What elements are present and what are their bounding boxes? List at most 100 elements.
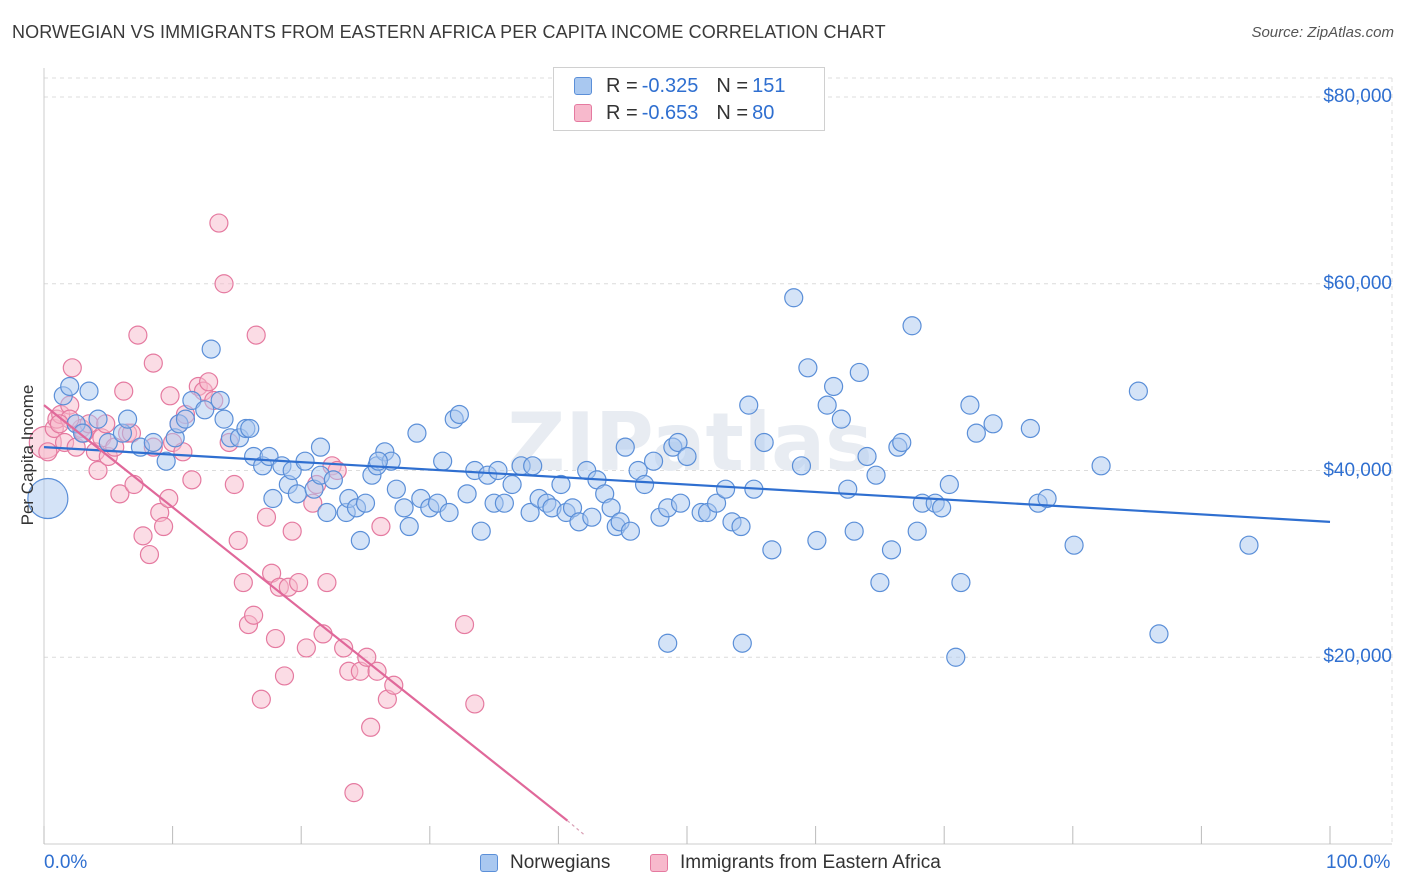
y-tick-label-3: $80,000 <box>1323 86 1392 107</box>
norwegians-point <box>784 288 804 308</box>
immigrants-point <box>160 386 180 406</box>
immigrants-trend-line <box>43 404 569 822</box>
norwegians-point <box>88 409 108 429</box>
immigrants-point <box>199 372 219 392</box>
norwegians-point <box>739 395 759 415</box>
immigrants-point <box>38 442 58 462</box>
immigrants-point <box>128 325 148 345</box>
norwegians-point <box>1149 624 1169 644</box>
immigrants-point <box>282 521 302 541</box>
norwegians-point <box>620 521 641 541</box>
series-norwegians-points <box>27 288 1259 667</box>
norwegians-point <box>449 404 469 425</box>
immigrants-point <box>159 488 179 509</box>
norwegians-point <box>79 381 99 401</box>
immigrants-point <box>228 530 248 551</box>
norwegians-point <box>798 358 818 378</box>
norwegians-point <box>201 339 221 359</box>
norwegians-point <box>523 456 543 476</box>
immigrants-point <box>371 516 391 537</box>
legend-n-value: 80 <box>752 101 775 124</box>
immigrants-point <box>361 717 381 737</box>
norwegians-point <box>323 470 343 490</box>
immigrants-point <box>251 689 271 709</box>
norwegians-point <box>857 446 877 467</box>
norwegians-point <box>907 521 927 541</box>
y-axis-label: Per Capita Income <box>18 384 37 526</box>
norwegians-point <box>355 493 376 513</box>
norwegians-point <box>844 521 864 541</box>
legend-r-value: -0.325 <box>641 74 699 97</box>
norwegians-point <box>762 540 782 560</box>
norwegians-point <box>1239 535 1259 555</box>
legend-n-label: N = <box>716 101 749 124</box>
norwegians-point <box>143 432 163 453</box>
watermark: ZIPatlas <box>507 396 873 489</box>
norwegians-point <box>983 414 1003 434</box>
x-tick-label-max: 100.0% <box>1326 852 1391 873</box>
norwegians-point <box>310 437 331 457</box>
norwegians-point <box>439 502 459 523</box>
norwegians-point <box>838 479 858 499</box>
immigrants-point <box>265 628 286 649</box>
legend-r-value: -0.653 <box>641 101 699 124</box>
norwegians-point <box>240 418 260 439</box>
bottom-legend-swatch-norwegians <box>480 854 498 872</box>
norwegians-point <box>670 493 691 513</box>
immigrants-point <box>139 544 160 565</box>
norwegians-point <box>831 409 851 429</box>
norwegians-point <box>502 474 522 495</box>
norwegians-point <box>932 498 952 518</box>
norwegians-point <box>117 409 138 429</box>
immigrants-point <box>334 638 354 658</box>
y-tick-label-2: $60,000 <box>1323 272 1392 294</box>
norwegians-point <box>156 451 176 471</box>
norwegians-point <box>951 572 971 593</box>
series-immigrants-points <box>28 213 485 803</box>
norwegians-point <box>471 521 491 541</box>
norwegians-point <box>754 432 774 453</box>
immigrants-point <box>110 484 130 504</box>
y-tick-label-1: $40,000 <box>1323 459 1392 481</box>
y-tick-label-0: $20,000 <box>1323 646 1392 668</box>
correlation-legend: R = -0.325 N = 151 R = -0.653 N = 80 <box>553 67 825 131</box>
immigrants-point <box>246 325 266 345</box>
norwegians-point <box>634 474 655 495</box>
legend-row-immigrants: R = -0.653 N = 80 <box>574 100 792 126</box>
norwegians-point <box>394 498 414 518</box>
norwegians-point <box>960 395 980 415</box>
norwegians-point <box>715 479 736 499</box>
norwegians-point <box>731 516 751 537</box>
bottom-legend-label-immigrants: Immigrants from Eastern Africa <box>680 852 941 873</box>
norwegians-point <box>791 456 812 476</box>
norwegians-point <box>195 400 215 420</box>
immigrants-point <box>317 572 337 593</box>
trend-lines <box>43 404 1331 836</box>
legend-n-value: 151 <box>752 74 786 97</box>
norwegians-point <box>520 502 540 523</box>
norwegians-point <box>881 540 902 560</box>
immigrants-point <box>357 647 377 667</box>
immigrants-point <box>114 381 134 401</box>
immigrants-point <box>62 358 82 378</box>
legend-r-label: R = <box>606 74 638 97</box>
norwegians-point <box>210 390 230 411</box>
immigrants-point <box>233 572 253 593</box>
norwegians-point <box>457 484 477 504</box>
norwegians-point <box>551 474 571 495</box>
norwegians-point <box>175 409 196 429</box>
legend-swatch-norwegians <box>574 77 592 95</box>
norwegians-point <box>263 488 283 509</box>
immigrants-point <box>88 460 108 481</box>
immigrants-point <box>209 213 229 233</box>
norwegians-point <box>892 432 912 453</box>
norwegians-point <box>870 572 890 593</box>
norwegians-point <box>317 502 337 523</box>
chart-title: NORWEGIAN VS IMMIGRANTS FROM EASTERN AFR… <box>12 22 886 42</box>
immigrants-point <box>153 516 174 537</box>
norwegians-point <box>494 493 514 513</box>
legend-row-norwegians: R = -0.325 N = 151 <box>574 73 803 99</box>
norwegians-point <box>214 409 234 429</box>
norwegians-point <box>902 316 922 336</box>
